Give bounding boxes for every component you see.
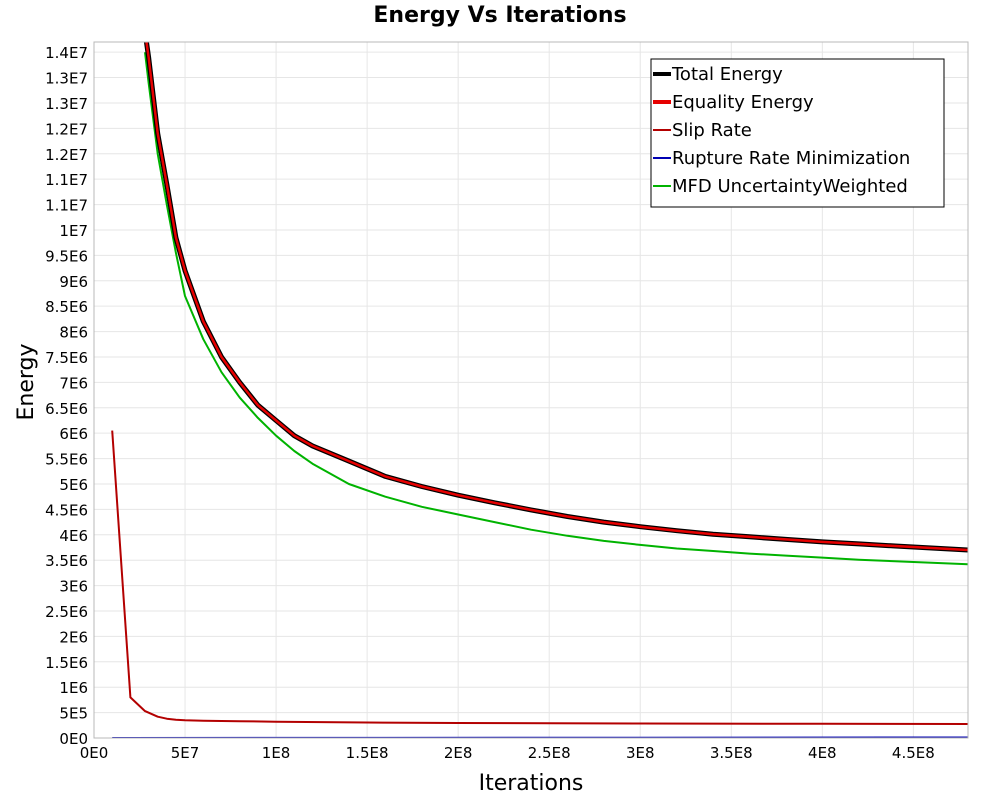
y-tick-label: 1.5E6 xyxy=(45,654,88,672)
chart-title: Energy Vs Iterations xyxy=(373,3,626,28)
x-axis-label: Iterations xyxy=(479,771,584,796)
y-tick-label: 4E6 xyxy=(59,527,88,545)
legend-label-mfd-uncertaintyweighted: MFD UncertaintyWeighted xyxy=(672,176,908,197)
y-tick-label: 2E6 xyxy=(59,628,88,646)
y-tick-label: 1.4E7 xyxy=(45,44,88,62)
y-tick-label: 1E6 xyxy=(59,679,88,697)
x-tick-label: 0E0 xyxy=(80,744,109,762)
plot-area-frame xyxy=(93,41,969,739)
x-axis-ticks: 0E0 5E7 1E8 1.5E8 2E8 2.5E8 3E8 3.5E8 4E8 4.5E8 xyxy=(80,744,935,762)
x-tick-label: 3E8 xyxy=(626,744,655,762)
y-tick-label: 6.5E6 xyxy=(45,400,88,418)
x-tick-label: 3.5E8 xyxy=(710,744,753,762)
y-tick-label: 7E6 xyxy=(59,374,88,392)
y-tick-label: 1.2E7 xyxy=(45,146,88,164)
y-tick-label: 1.1E7 xyxy=(45,197,88,215)
series-line-mfd-uncertaintyweighted xyxy=(144,52,968,566)
y-tick-label: 6E6 xyxy=(59,425,88,443)
y-tick-label: 1.2E7 xyxy=(45,120,88,138)
y-tick-label: 1.3E7 xyxy=(45,70,88,88)
x-tick-label: 4.5E8 xyxy=(892,744,935,762)
legend-label-rupture-rate-minimization: Rupture Rate Minimization xyxy=(672,148,910,169)
x-tick-label: 5E7 xyxy=(171,744,200,762)
y-axis-label: Energy xyxy=(14,343,39,420)
y-tick-label: 3.5E6 xyxy=(45,552,88,570)
y-tick-label: 3E6 xyxy=(59,578,88,596)
y-tick-label: 7.5E6 xyxy=(45,349,88,367)
y-tick-label: 9E6 xyxy=(59,273,88,291)
series-line-slip-rate xyxy=(111,430,968,725)
legend-label-equality-energy: Equality Energy xyxy=(672,92,814,113)
y-axis-ticks: 0E0 5E5 1E6 1.5E6 2E6 2.5E6 3E6 3.5E6 4E6 4.5E6 5E… xyxy=(45,44,88,748)
y-tick-label: 4.5E6 xyxy=(45,501,88,519)
legend-label-total-energy: Total Energy xyxy=(671,64,783,85)
x-tick-label: 2.5E8 xyxy=(528,744,571,762)
y-tick-label: 8E6 xyxy=(59,324,88,342)
x-tick-label: 1.5E8 xyxy=(346,744,389,762)
y-tick-label: 1E7 xyxy=(59,222,88,240)
y-tick-label: 5E6 xyxy=(59,476,88,494)
y-tick-label: 0E0 xyxy=(59,730,88,748)
y-tick-label: 9.5E6 xyxy=(45,247,88,265)
y-tick-label: 5.5E6 xyxy=(45,451,88,469)
legend: Total Energy Equality Energy Slip Rate Rupt… xyxy=(650,58,945,208)
series-line-equality-energy xyxy=(145,42,968,552)
y-tick-label: 8.5E6 xyxy=(45,298,88,316)
legend-label-slip-rate: Slip Rate xyxy=(672,120,752,141)
x-tick-label: 2E8 xyxy=(444,744,473,762)
legend-box xyxy=(650,58,945,208)
x-tick-label: 1E8 xyxy=(262,744,291,762)
y-tick-label: 2.5E6 xyxy=(45,603,88,621)
y-tick-label: 5E5 xyxy=(59,705,88,723)
y-tick-label: 1.1E7 xyxy=(45,171,88,189)
x-tick-label: 4E8 xyxy=(808,744,837,762)
y-tick-label: 1.3E7 xyxy=(45,95,88,113)
